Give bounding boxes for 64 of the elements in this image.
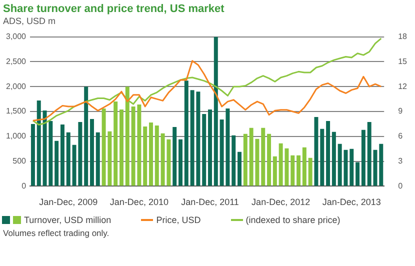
bar	[361, 130, 366, 186]
bar	[308, 158, 312, 186]
bar	[267, 134, 272, 186]
bar	[379, 144, 384, 186]
bar	[143, 126, 148, 186]
y-tick-label: 1,000	[6, 132, 27, 141]
y2-tick-label: 18	[398, 32, 408, 42]
bar	[66, 132, 70, 186]
bar	[30, 124, 35, 186]
bar	[184, 80, 188, 186]
bar	[290, 155, 295, 186]
y-axis-title: ADS, USD m	[2, 15, 57, 26]
bar	[36, 100, 41, 186]
legend-label: (indexed to share price)	[246, 215, 340, 225]
bar	[120, 110, 124, 186]
legend-label: Turnover, USD million	[24, 215, 112, 225]
bar	[338, 144, 342, 186]
chart-title: Share turnover and price trend, US market	[2, 2, 226, 15]
bar	[54, 140, 59, 186]
y2-tick-label: 0	[398, 181, 404, 190]
bar	[243, 134, 248, 186]
bar	[332, 132, 336, 186]
bar	[326, 120, 330, 186]
y-tick-label: 0	[22, 181, 27, 190]
x-tick-label: Jan-Dec, 2013	[322, 197, 381, 208]
y2-tick-label: 15	[398, 56, 408, 66]
x-tick-label: Jan-Dec, 2011	[181, 197, 239, 208]
bar	[356, 162, 360, 186]
bar	[96, 132, 100, 186]
bar	[149, 122, 153, 186]
bar	[261, 128, 266, 186]
bar	[208, 110, 212, 186]
bar	[320, 128, 324, 186]
bar	[272, 156, 277, 186]
bar	[60, 124, 64, 186]
y2-tick-label: 6	[398, 132, 404, 141]
bar	[296, 155, 301, 186]
bar	[172, 126, 177, 186]
y-tick-label: 2,000	[6, 82, 27, 91]
bar	[367, 122, 372, 186]
bar	[214, 36, 218, 186]
y-tick-label: 3,000	[6, 32, 27, 42]
bar	[114, 102, 118, 186]
bar	[154, 125, 159, 186]
bar	[314, 116, 318, 186]
bar	[350, 148, 354, 186]
bar	[202, 114, 206, 186]
bar	[238, 152, 242, 186]
y2-tick-label: 3	[398, 156, 404, 166]
legend-label: Price, USD	[156, 215, 201, 225]
y2-tick-label: 9	[398, 106, 404, 116]
x-tick-label: Jan-Dec, 2012	[252, 197, 310, 208]
text: Volumes reflect trading only.	[2, 227, 110, 238]
y-tick-label: 1,500	[6, 106, 27, 116]
bar	[302, 147, 306, 186]
x-tick-label: Jan-Dec, 2010	[110, 197, 168, 208]
x-tick-label: Jan-Dec, 2009	[39, 197, 98, 208]
y-tick-label: 2,500	[6, 56, 27, 66]
bar	[178, 139, 182, 186]
bar	[90, 118, 94, 186]
bar	[84, 86, 88, 186]
y2-tick-label: 12	[398, 82, 408, 91]
bar	[232, 135, 236, 186]
y-tick-label: 500	[12, 156, 27, 166]
